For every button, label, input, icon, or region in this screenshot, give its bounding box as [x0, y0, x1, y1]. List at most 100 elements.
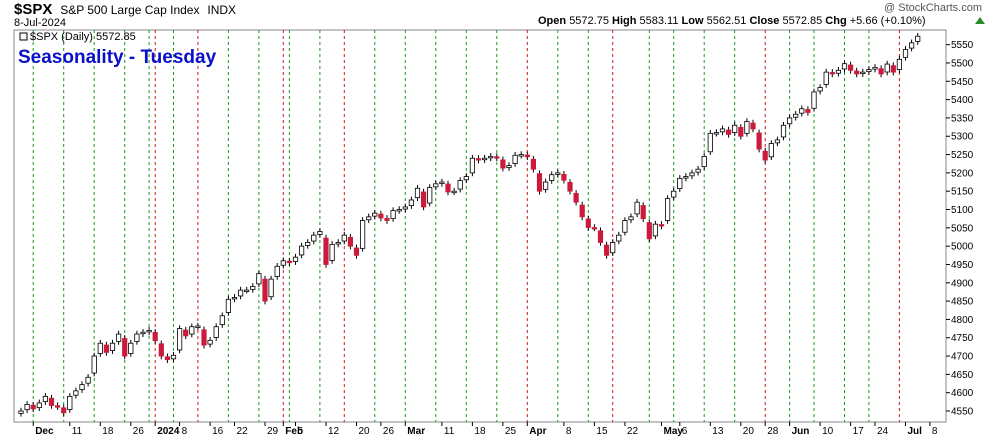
y-tick-label: 5200	[951, 168, 974, 179]
x-tick-label: 24	[877, 426, 889, 437]
y-tick-label: 4750	[951, 333, 974, 344]
candle-body	[597, 230, 604, 243]
ticker-symbol: $SPX	[14, 1, 53, 18]
y-tick-label: 5500	[951, 58, 974, 69]
candle-body	[768, 143, 774, 158]
candle-body	[250, 286, 256, 290]
candle-body	[726, 129, 732, 135]
candle-body	[170, 354, 177, 360]
candle-body	[109, 342, 116, 351]
high-label: High	[612, 15, 637, 27]
candle-body	[134, 333, 140, 342]
x-tick-label: 26	[383, 426, 395, 437]
y-tick-label: 5350	[951, 113, 974, 124]
chart-header-title: $SPX S&P 500 Large Cap Index INDX	[14, 1, 236, 18]
candle-body	[909, 42, 915, 49]
candle-body	[616, 234, 622, 242]
x-tick-label: 25	[505, 426, 517, 437]
candle-body	[567, 182, 573, 192]
candle-body	[543, 181, 549, 190]
x-tick-label: Dec	[35, 426, 54, 437]
candle-body	[866, 69, 872, 73]
candle-body	[530, 158, 537, 170]
x-tick-label: 18	[102, 426, 114, 437]
candle-body	[366, 216, 372, 221]
candle-body	[91, 355, 97, 374]
x-tick-label: 26	[133, 426, 145, 437]
candle-body	[73, 390, 79, 396]
x-tick-label: Jun	[792, 426, 810, 437]
candle-body	[640, 205, 646, 220]
candle-body	[512, 154, 518, 164]
candle-body	[756, 132, 762, 150]
candle-body	[103, 344, 109, 353]
candle-body	[256, 273, 262, 285]
candle-body	[701, 155, 707, 168]
candle-body	[427, 187, 433, 204]
candle-body	[18, 410, 24, 414]
candle-body	[652, 223, 659, 237]
candle-body	[280, 260, 286, 266]
candle-body	[396, 209, 402, 212]
y-tick-label: 5400	[951, 95, 974, 106]
legend-label: $SPX (Daily) 5572.85	[30, 31, 136, 43]
chg-value: +5.66 (+0.10%)	[849, 15, 926, 27]
candle-body	[359, 220, 366, 249]
x-tick-label: 20	[359, 426, 371, 437]
y-tick-label: 4550	[951, 407, 974, 418]
candle-body	[24, 404, 30, 411]
candle-body	[140, 331, 146, 335]
y-tick-label: 4700	[951, 352, 974, 363]
candle-body	[854, 70, 860, 75]
candle-body	[116, 333, 122, 342]
candle-body	[213, 326, 219, 338]
candle-body	[744, 121, 750, 134]
candle-body	[48, 397, 55, 406]
x-tick-label: 17	[853, 426, 865, 437]
chg-label: Chg	[825, 15, 847, 27]
x-tick-label: 6	[682, 426, 688, 437]
candle-body	[805, 109, 811, 113]
candle-body	[353, 247, 360, 256]
candle-body	[128, 342, 134, 354]
candle-body	[292, 256, 299, 262]
candle-body	[36, 402, 42, 409]
candle-body	[451, 190, 457, 194]
candle-body	[152, 332, 158, 342]
candle-body	[158, 343, 164, 357]
candle-body	[207, 339, 213, 345]
candle-body	[561, 173, 567, 181]
candle-body	[774, 139, 781, 144]
candle-body	[420, 191, 427, 208]
x-tick-label: 11	[72, 426, 83, 437]
candle-body	[780, 124, 787, 138]
candle-body	[67, 395, 73, 410]
x-tick-label: 11	[444, 426, 455, 437]
candle-body	[902, 49, 909, 58]
x-tick-label: Jul	[908, 426, 923, 437]
ticker-exchange: INDX	[207, 3, 237, 17]
candle-body	[835, 69, 842, 74]
x-tick-label: 5	[298, 426, 304, 437]
candle-body	[335, 242, 341, 245]
candle-body	[372, 212, 378, 217]
candle-body	[658, 224, 665, 227]
candle-body	[237, 289, 244, 297]
candle-body	[311, 234, 317, 242]
candle-body	[799, 108, 805, 114]
candle-body	[195, 325, 201, 328]
candle-body	[402, 206, 408, 210]
x-tick-label: 22	[237, 426, 249, 437]
x-tick-label: 20	[743, 426, 755, 437]
candle-body	[573, 192, 579, 203]
close-label: Close	[749, 15, 780, 27]
x-tick-label: Feb	[285, 426, 303, 437]
candle-body	[268, 278, 274, 298]
candle-body	[262, 278, 268, 302]
candle-body	[646, 222, 652, 240]
y-tick-label: 5000	[951, 242, 974, 253]
candle-body	[506, 165, 512, 169]
y-tick-label: 5250	[951, 150, 974, 161]
x-tick-label: Mar	[407, 426, 425, 437]
